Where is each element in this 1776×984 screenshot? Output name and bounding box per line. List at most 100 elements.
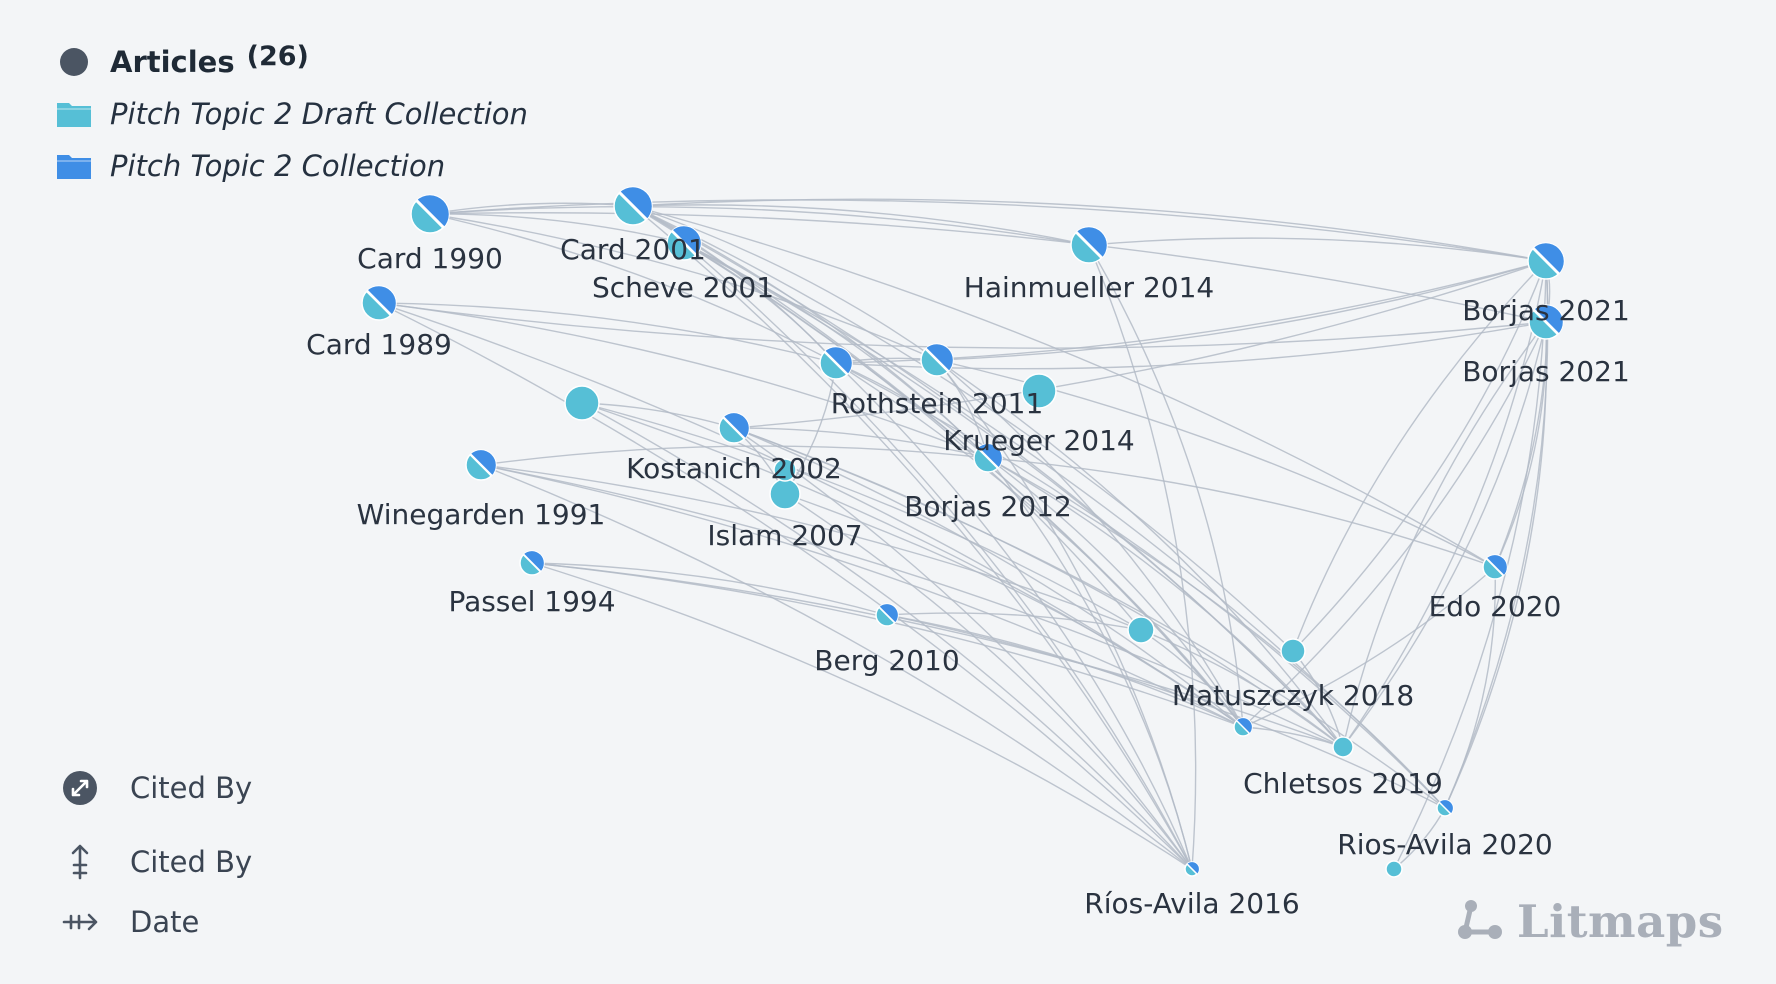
article-node[interactable] bbox=[920, 343, 954, 377]
article-label[interactable]: Borjas 2021 bbox=[1462, 294, 1630, 327]
citation-edge bbox=[480, 464, 1193, 870]
article-label[interactable]: Borjas 2012 bbox=[904, 490, 1072, 523]
citation-edge bbox=[733, 427, 1446, 809]
article-label[interactable]: Passel 1994 bbox=[448, 585, 615, 618]
citation-edge bbox=[1342, 321, 1547, 748]
citation-edge bbox=[1292, 260, 1547, 652]
citation-edge bbox=[886, 614, 1446, 809]
article-label[interactable]: Ríos-Avila 2016 bbox=[1084, 887, 1299, 920]
size-legend-row[interactable]: Cited By bbox=[60, 760, 252, 816]
horizontal-arrow-icon bbox=[60, 902, 100, 942]
citation-edge bbox=[733, 427, 1244, 728]
article-node[interactable] bbox=[564, 385, 600, 421]
article-node[interactable] bbox=[613, 186, 653, 226]
article-label[interactable]: Rothstein 2011 bbox=[831, 387, 1044, 420]
article-node[interactable] bbox=[1482, 554, 1508, 580]
article-node[interactable] bbox=[773, 458, 797, 482]
article-label[interactable]: Winegarden 1991 bbox=[357, 498, 606, 531]
article-node[interactable] bbox=[1021, 373, 1057, 409]
citation-edge bbox=[632, 205, 1294, 652]
citation-edge bbox=[531, 562, 1344, 748]
citation-edge bbox=[683, 242, 1142, 631]
article-node[interactable] bbox=[361, 285, 397, 321]
collection-legend: Articles (26) Pitch Topic 2 Draft Collec… bbox=[56, 36, 528, 192]
article-label[interactable]: Borjas 2021 bbox=[1462, 355, 1630, 388]
article-node[interactable] bbox=[1436, 799, 1454, 817]
article-node[interactable] bbox=[410, 194, 450, 234]
citation-edge bbox=[1342, 321, 1547, 748]
collection-legend-row[interactable]: Pitch Topic 2 Collection bbox=[56, 140, 528, 192]
article-node[interactable] bbox=[666, 225, 702, 261]
article-node[interactable] bbox=[1332, 736, 1354, 758]
article-label[interactable]: Edo 2020 bbox=[1429, 590, 1562, 623]
article-label[interactable]: Rios-Avila 2020 bbox=[1337, 828, 1552, 861]
citation-edge bbox=[1444, 260, 1549, 809]
citation-edge bbox=[733, 427, 989, 459]
article-node[interactable] bbox=[973, 443, 1003, 473]
citation-edge bbox=[1444, 566, 1496, 809]
citation-edge bbox=[1292, 260, 1547, 652]
litmaps-logo[interactable]: Litmaps bbox=[1455, 895, 1724, 948]
article-nodes bbox=[361, 186, 1565, 878]
article-node[interactable] bbox=[1184, 861, 1200, 877]
citation-edge bbox=[531, 562, 888, 616]
vertical-axis-legend-row[interactable]: Cited By bbox=[60, 834, 252, 890]
article-node[interactable] bbox=[1233, 717, 1253, 737]
citation-edge bbox=[1494, 321, 1547, 568]
article-label[interactable]: Card 1989 bbox=[306, 328, 452, 361]
axis-legend: Cited By Cited By Date bbox=[60, 760, 252, 948]
article-label[interactable]: Kostanich 2002 bbox=[626, 452, 842, 485]
article-node[interactable] bbox=[1528, 304, 1564, 340]
folder-icon bbox=[56, 96, 92, 132]
article-label[interactable]: Scheve 2001 bbox=[592, 271, 774, 304]
citation-edge bbox=[531, 562, 1193, 870]
citation-edge bbox=[632, 205, 1193, 870]
articles-label: Articles bbox=[110, 45, 235, 79]
citation-edge bbox=[733, 427, 1193, 870]
article-node[interactable] bbox=[1527, 242, 1565, 280]
citation-edge bbox=[429, 213, 837, 364]
collection-label: Pitch Topic 2 Collection bbox=[110, 149, 446, 183]
article-node[interactable] bbox=[875, 603, 899, 627]
article-label[interactable]: Card 1990 bbox=[357, 242, 503, 275]
article-node[interactable] bbox=[1385, 860, 1403, 878]
citation-edge bbox=[784, 493, 1193, 870]
citation-edge bbox=[429, 199, 1547, 262]
article-label[interactable]: Berg 2010 bbox=[814, 644, 959, 677]
citation-edge bbox=[632, 204, 1090, 246]
article-node[interactable] bbox=[1280, 638, 1306, 664]
citation-edge bbox=[987, 457, 1244, 728]
citation-edge bbox=[683, 242, 1193, 870]
citation-edge bbox=[378, 302, 1193, 870]
article-node[interactable] bbox=[1127, 616, 1155, 644]
article-label[interactable]: Chletsos 2019 bbox=[1243, 767, 1443, 800]
article-node[interactable] bbox=[1070, 226, 1108, 264]
citation-edge bbox=[429, 205, 1090, 246]
citation-edge bbox=[581, 402, 1193, 870]
article-node[interactable] bbox=[465, 449, 497, 481]
article-label[interactable]: Krueger 2014 bbox=[943, 424, 1135, 457]
article-node[interactable] bbox=[718, 412, 750, 444]
article-node[interactable] bbox=[519, 550, 545, 576]
citation-edge bbox=[987, 457, 1344, 748]
citation-edge bbox=[429, 202, 634, 215]
size-legend-label: Cited By bbox=[130, 771, 253, 805]
draft-collection-legend-row[interactable]: Pitch Topic 2 Draft Collection bbox=[56, 88, 528, 140]
article-label[interactable]: Matuszczyk 2018 bbox=[1172, 679, 1414, 712]
article-label[interactable]: Card 2001 bbox=[560, 233, 706, 266]
citation-edge bbox=[429, 213, 685, 244]
article-label[interactable]: Islam 2007 bbox=[707, 519, 862, 552]
citation-edge bbox=[1444, 321, 1548, 809]
articles-count: (26) bbox=[246, 40, 309, 72]
article-label[interactable]: Hainmueller 2014 bbox=[964, 271, 1214, 304]
citation-edge bbox=[987, 457, 1193, 870]
citation-edge bbox=[1088, 244, 1197, 870]
citation-edge bbox=[835, 362, 989, 459]
citation-edge bbox=[581, 402, 735, 429]
horizontal-axis-legend-row[interactable]: Date bbox=[60, 896, 252, 948]
citation-edge bbox=[1140, 629, 1344, 748]
article-node[interactable] bbox=[819, 346, 853, 380]
citation-edge bbox=[429, 212, 1547, 323]
articles-legend-row[interactable]: Articles (26) bbox=[56, 36, 528, 88]
